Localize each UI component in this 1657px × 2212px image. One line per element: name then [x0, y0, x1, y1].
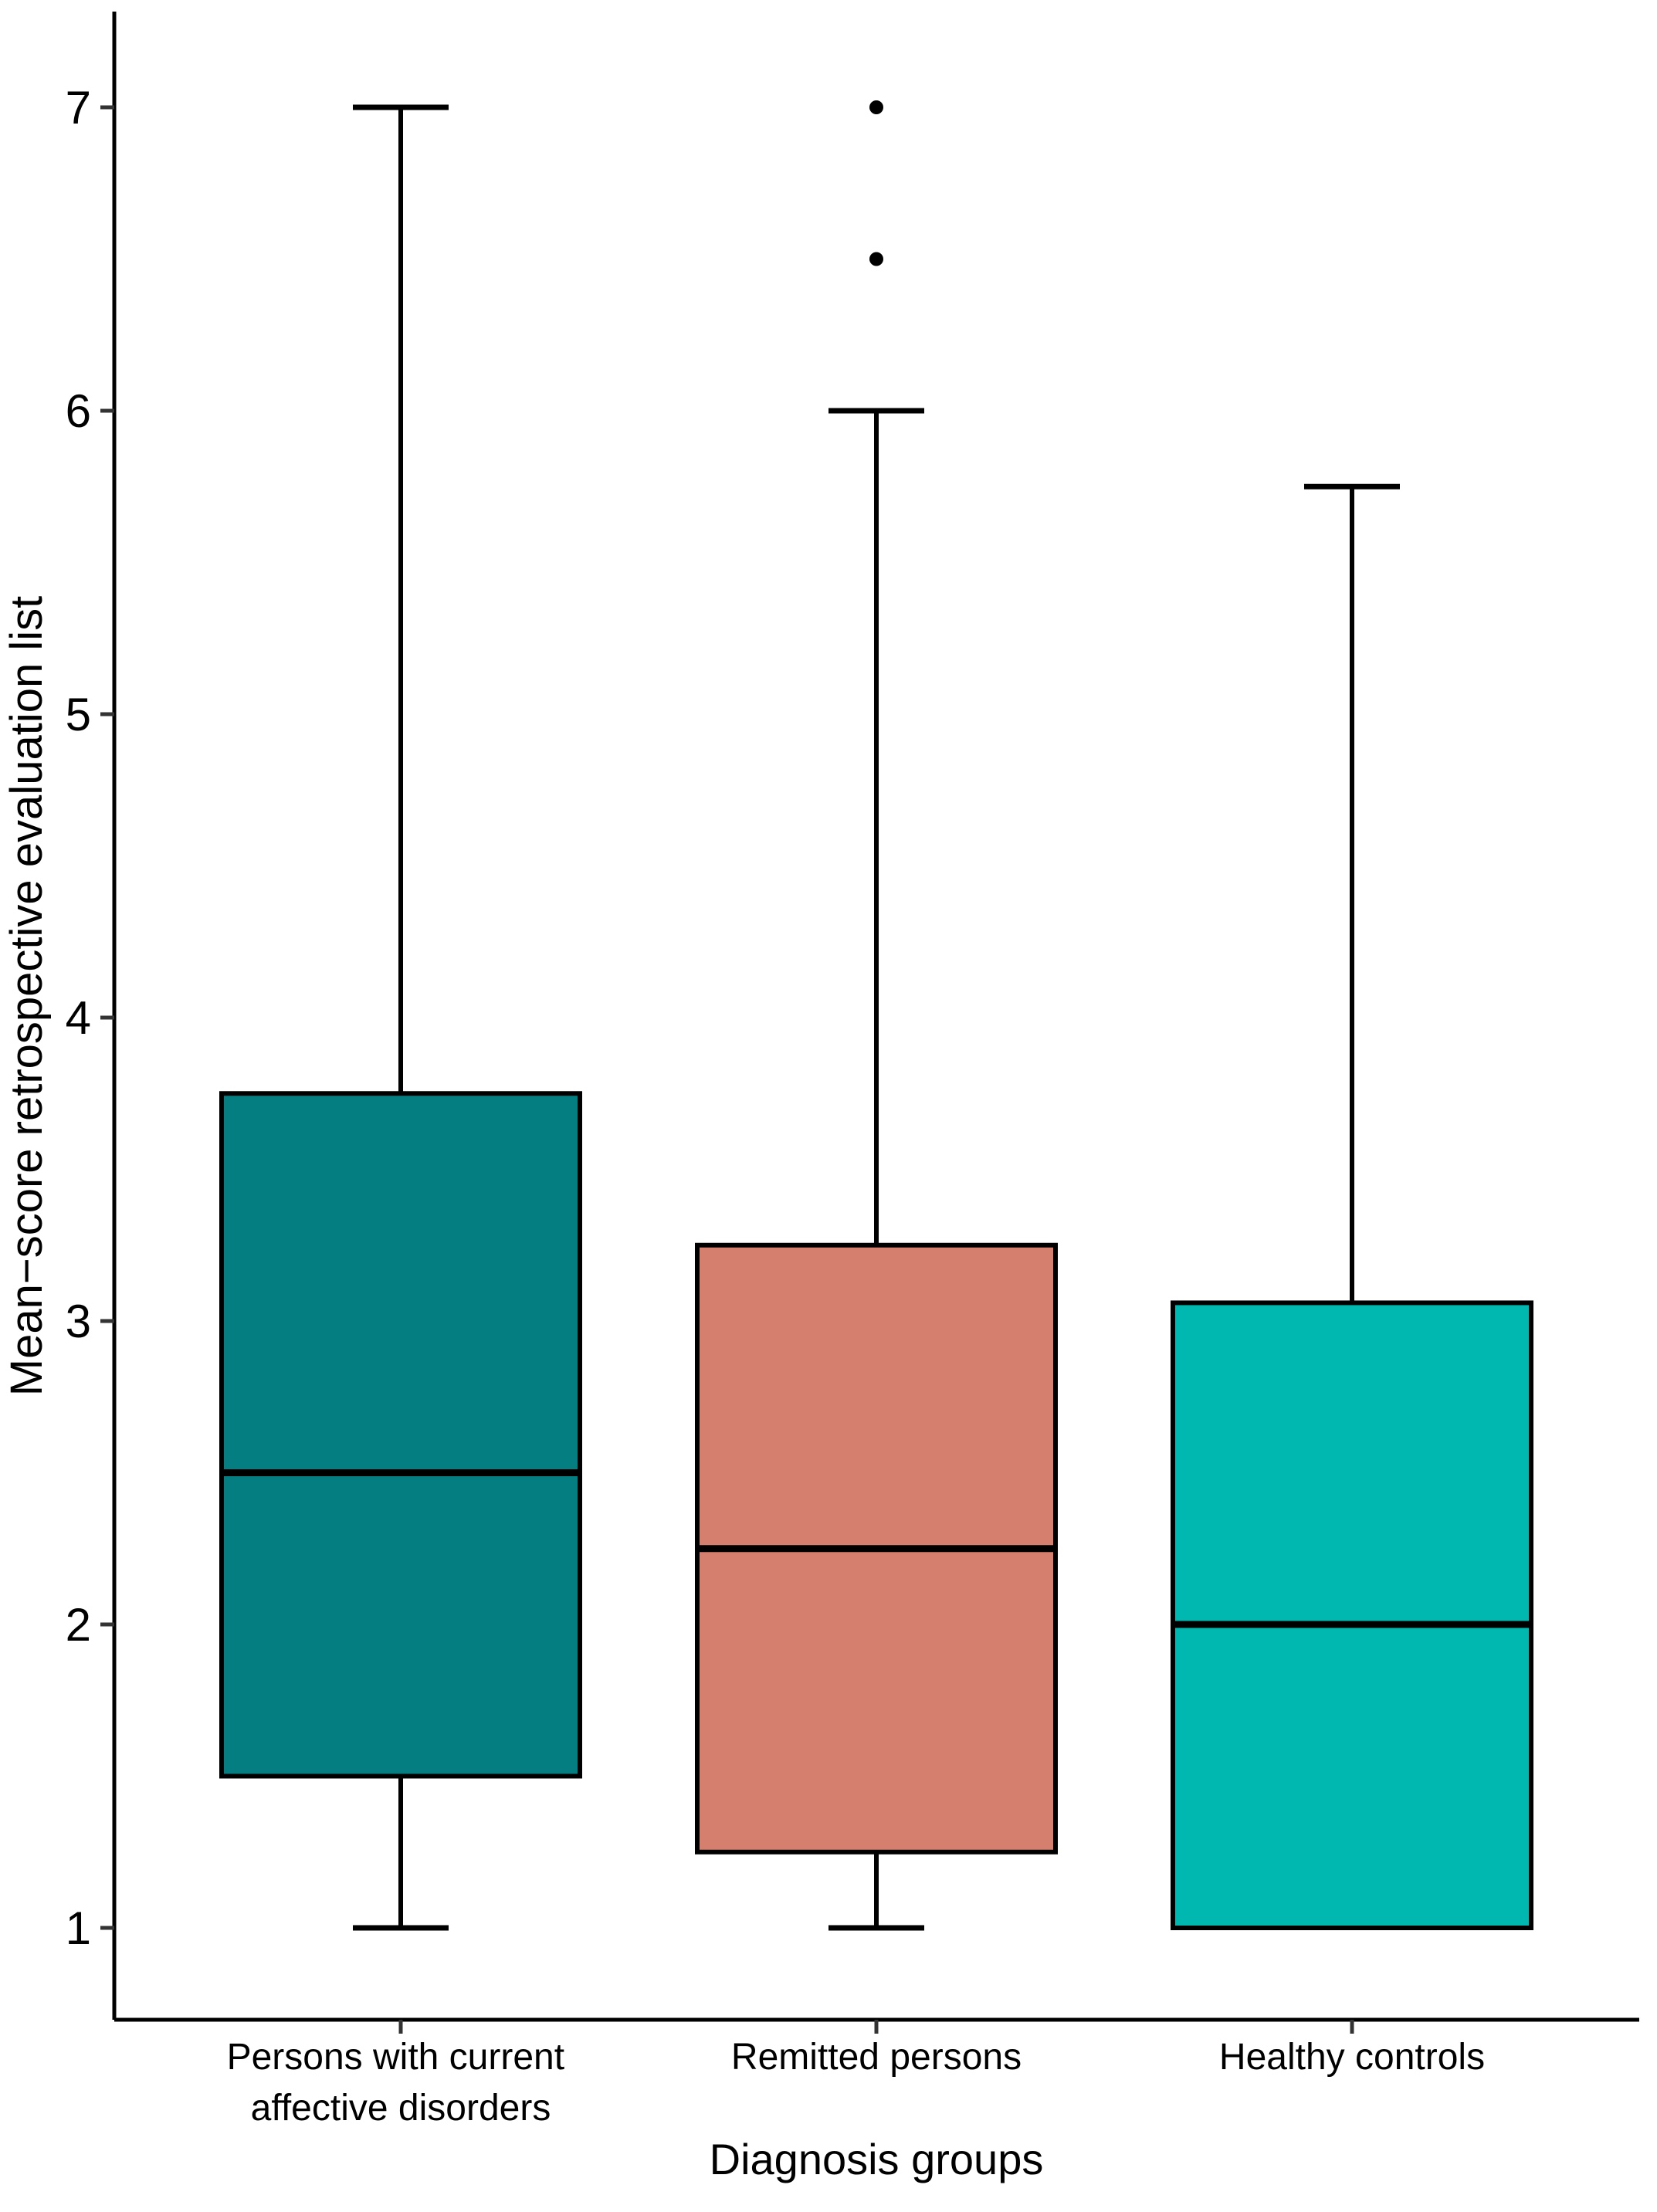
- box-rect: [1171, 1300, 1533, 1931]
- x-category-label-line: affective disorders: [251, 2088, 551, 2129]
- boxplot-group-1: [219, 104, 582, 1931]
- box-rect: [219, 1091, 582, 1779]
- boxplot-group-3: [1171, 483, 1533, 1931]
- boxplot-group-2: [695, 100, 1058, 1931]
- x-axis-category-labels: Persons with current affective disorders…: [227, 2037, 1486, 2129]
- y-tick-label: 1: [66, 1902, 91, 1954]
- outlier-point: [869, 252, 883, 266]
- y-tick-label: 4: [66, 992, 91, 1044]
- y-tick-label: 6: [66, 385, 91, 437]
- y-tick-label: 2: [66, 1599, 91, 1651]
- x-category-label: Healthy controls: [1219, 2037, 1485, 2078]
- y-tick-label: 7: [66, 82, 91, 134]
- y-axis-ticks: [100, 105, 114, 1930]
- y-axis-title: Mean−score retrospective evaluation list: [2, 596, 52, 1396]
- outlier-point: [869, 100, 883, 114]
- x-axis-ticks: [398, 2020, 1354, 2034]
- y-tick-label: 3: [66, 1296, 91, 1347]
- x-category-label: Remitted persons: [731, 2037, 1022, 2078]
- y-axis-tick-labels: 7 6 5 4 3 2 1: [66, 82, 91, 1954]
- x-category-label-line: Persons with current: [227, 2037, 565, 2078]
- boxplot-series: [219, 100, 1533, 1931]
- x-axis-title: Diagnosis groups: [710, 2135, 1044, 2183]
- x-category-label: Persons with current affective disorders: [227, 2037, 575, 2129]
- y-tick-label: 5: [66, 689, 91, 740]
